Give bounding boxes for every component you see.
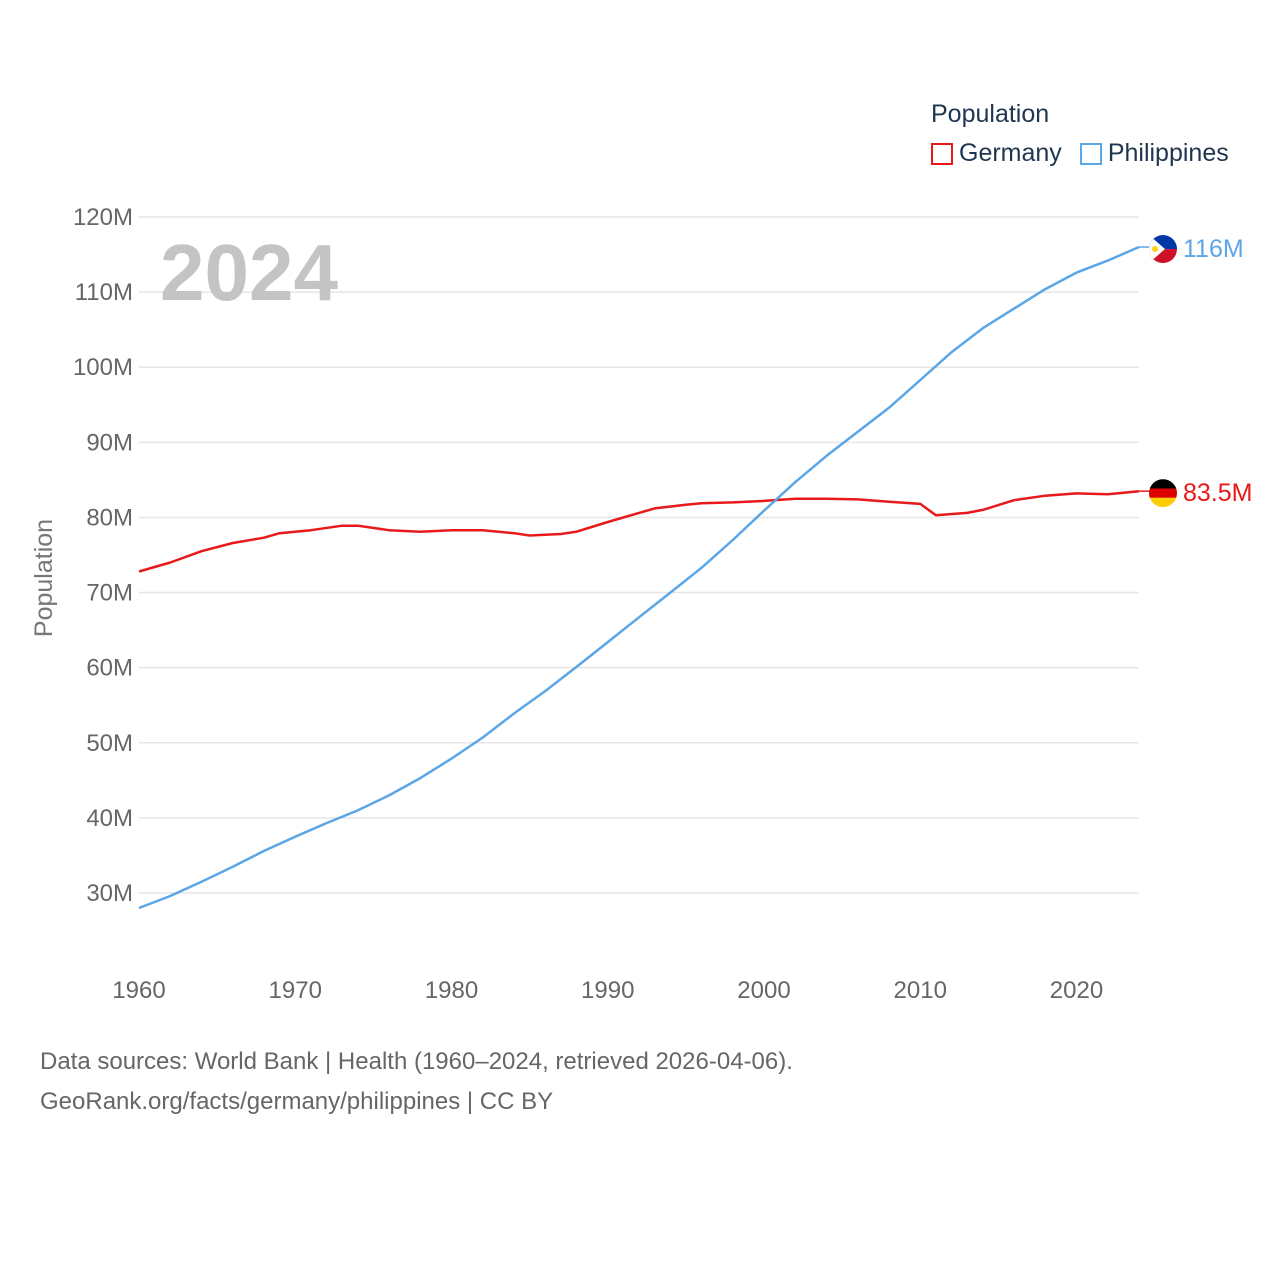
y-tick-label: 100M	[73, 354, 133, 381]
data-source-text: Data sources: World Bank | Health (1960–…	[40, 1048, 793, 1075]
end-label-philippines: 116M	[1183, 235, 1244, 263]
x-tick-label: 2020	[1050, 977, 1103, 1004]
x-axis: 1960 1970 1980 1990 2000 2010 2020	[112, 977, 1103, 1004]
gridlines	[139, 216, 1139, 894]
x-tick-label: 2000	[737, 977, 790, 1004]
series-line-philippines	[138, 245, 1140, 910]
x-tick-label: 1990	[581, 977, 634, 1004]
year-watermark: 2024	[160, 228, 338, 317]
x-tick-label: 1970	[269, 977, 322, 1004]
y-axis: 30M 40M 50M 60M 70M 80M 90M 100M 110M 120M	[73, 204, 133, 907]
y-tick-label: 110M	[75, 279, 133, 306]
germany-flag-icon	[1149, 479, 1177, 508]
y-tick-label: 80M	[86, 504, 133, 531]
y-axis-label: Population	[30, 519, 58, 637]
y-tick-label: 40M	[86, 805, 133, 832]
series-line-germany	[138, 489, 1140, 573]
y-tick-label: 30M	[86, 880, 133, 907]
legend-label-philippines: Philippines	[1107, 139, 1229, 167]
y-tick-label: 70M	[86, 580, 133, 607]
legend-item-philippines[interactable]: Philippines	[1079, 139, 1229, 168]
legend-title: Population	[931, 100, 1050, 128]
x-tick-label: 1960	[112, 977, 165, 1004]
legend-item-germany[interactable]: Germany	[931, 139, 1062, 168]
legend-label-germany: Germany	[959, 139, 1062, 167]
y-tick-label: 120M	[73, 204, 133, 231]
y-tick-label: 90M	[86, 429, 133, 456]
y-tick-label: 60M	[86, 655, 133, 682]
footer: Data sources: World Bank | Health (1960–…	[40, 1042, 793, 1122]
philippines-swatch	[1079, 142, 1102, 165]
end-label-germany: 83.5M	[1183, 479, 1252, 507]
end-labels: 83.5M 116M	[1139, 235, 1252, 508]
germany-swatch	[931, 142, 953, 165]
x-tick-label: 1980	[425, 977, 478, 1004]
legend: Population Germany Philippines	[931, 100, 1229, 168]
philippines-flag-icon	[1149, 235, 1177, 264]
series-lines	[138, 245, 1140, 910]
attribution-link[interactable]: GeoRank.org/facts/germany/philippines | …	[40, 1088, 554, 1115]
y-tick-label: 50M	[86, 730, 133, 757]
x-tick-label: 2010	[894, 977, 947, 1004]
